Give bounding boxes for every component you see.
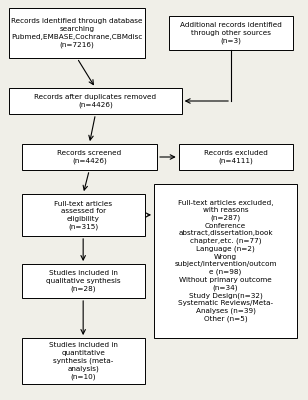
Text: Studies included in
qualitative synthesis
(n=28): Studies included in qualitative synthesi… bbox=[46, 270, 120, 292]
FancyBboxPatch shape bbox=[154, 184, 297, 338]
Text: Full-text articles
assessed for
eligibility
(n=315): Full-text articles assessed for eligibil… bbox=[54, 200, 112, 230]
FancyBboxPatch shape bbox=[22, 338, 145, 384]
FancyBboxPatch shape bbox=[169, 16, 293, 50]
Text: Additional records identified
through other sources
(n=3): Additional records identified through ot… bbox=[180, 22, 282, 44]
Text: Records identified through database
searching
Pubmed,EMBASE,Cochrane,CBMdisc
(n=: Records identified through database sear… bbox=[11, 18, 143, 48]
Text: Records after duplicates removed
(n=4426): Records after duplicates removed (n=4426… bbox=[34, 94, 156, 108]
FancyBboxPatch shape bbox=[179, 144, 293, 170]
FancyBboxPatch shape bbox=[22, 194, 145, 236]
Text: Records screened
(n=4426): Records screened (n=4426) bbox=[57, 150, 121, 164]
Text: Studies included in
quantitative
synthesis (meta-
analysis)
(n=10): Studies included in quantitative synthes… bbox=[49, 342, 118, 380]
FancyBboxPatch shape bbox=[9, 8, 145, 58]
FancyBboxPatch shape bbox=[22, 264, 145, 298]
FancyBboxPatch shape bbox=[9, 88, 182, 114]
Text: Full-text articles excluded,
with reasons
(n=287)
Conference
abstract,dissertati: Full-text articles excluded, with reason… bbox=[174, 200, 277, 322]
FancyBboxPatch shape bbox=[22, 144, 157, 170]
Text: Records excluded
(n=4111): Records excluded (n=4111) bbox=[204, 150, 268, 164]
